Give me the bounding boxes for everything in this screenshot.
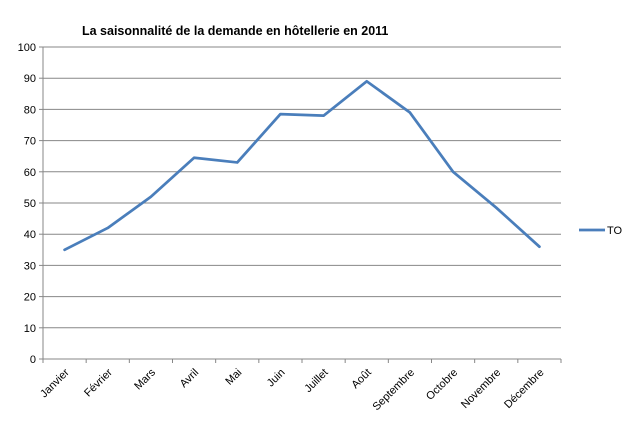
y-tick-label: 80 bbox=[24, 104, 36, 116]
gridlines bbox=[43, 46, 561, 329]
y-tick-label: 20 bbox=[24, 292, 36, 304]
x-tick-label: Mars bbox=[132, 366, 158, 392]
x-tick-label: Août bbox=[349, 367, 373, 391]
y-axis-tick-labels: 0 10 20 30 40 50 60 70 80 90 100 bbox=[18, 42, 36, 366]
x-tick-label: Décembre bbox=[502, 367, 546, 411]
legend: TO bbox=[579, 225, 623, 237]
x-tick-label: Septembre bbox=[371, 367, 418, 414]
x-tick-label: Janvier bbox=[38, 366, 72, 400]
series-lines bbox=[63, 79, 541, 252]
x-tick-label: Juillet bbox=[302, 367, 330, 395]
y-tick-label: 30 bbox=[24, 260, 36, 272]
axes bbox=[39, 46, 562, 363]
x-axis-tick-labels: Janvier Février Mars Avril Mai Juin Juillet Aoû… bbox=[38, 366, 546, 413]
y-tick-label: 70 bbox=[24, 136, 36, 148]
series-line-0 bbox=[63, 79, 541, 252]
legend-label: TO bbox=[607, 225, 623, 237]
x-tick-label: Mai bbox=[223, 367, 244, 388]
y-tick-label: 50 bbox=[24, 198, 36, 210]
x-tick-label: Juin bbox=[265, 367, 288, 390]
y-tick-label: 0 bbox=[30, 354, 36, 366]
x-tick-label: Novembre bbox=[459, 367, 503, 411]
x-tick-label: Octobre bbox=[424, 367, 460, 403]
y-tick-label: 100 bbox=[18, 42, 36, 54]
y-tick-label: 60 bbox=[24, 167, 36, 179]
x-tick-label: Février bbox=[82, 366, 115, 399]
x-tick-label: Avril bbox=[178, 367, 201, 390]
y-tick-label: 90 bbox=[24, 73, 36, 85]
y-tick-label: 10 bbox=[24, 323, 36, 335]
chart-title: La saisonnalité de la demande en hôtelle… bbox=[82, 24, 388, 38]
y-tick-label: 40 bbox=[24, 229, 36, 241]
